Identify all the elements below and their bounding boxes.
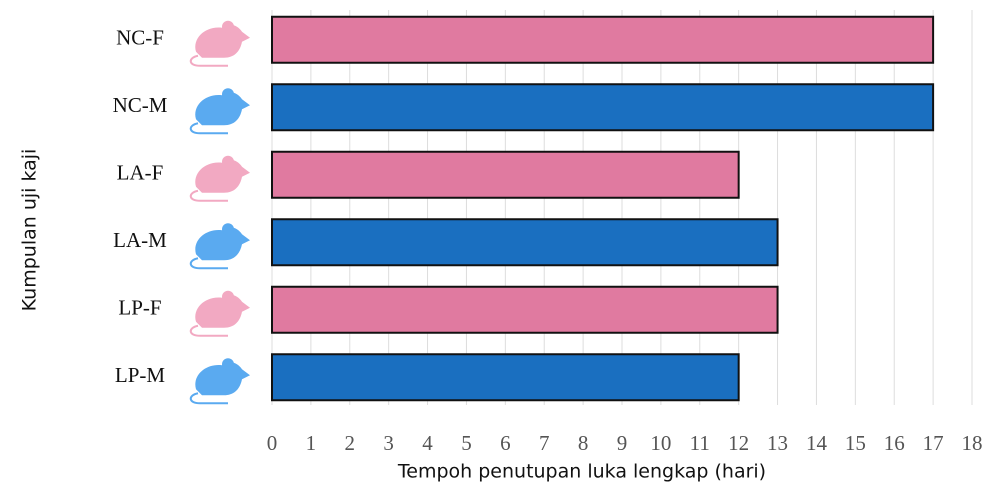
x-axis-label: Tempoh penutupan luka lengkap (hari) [397,461,766,483]
x-tick-label: 7 [539,431,550,455]
x-tick-label: 3 [383,431,394,455]
mouse-icon-part [195,159,250,193]
bar [271,218,779,267]
bar [271,285,779,334]
y-tick-label: LA-F [117,161,164,185]
y-tick-label: LA-M [113,228,167,252]
mouse-icon-part [222,358,234,371]
x-tick-label: 2 [345,431,356,455]
x-tick-label: 17 [923,431,944,455]
y-axis-label: Kumpulan uji kaji [19,149,41,312]
mouse-icon-part [189,122,228,135]
x-tick-label: 9 [617,431,628,455]
mouse-icon-part [189,54,228,67]
mouse-icon-part [222,223,234,236]
x-tick-label: 4 [422,431,433,455]
mouse-icon-part [195,294,250,328]
mouse-icon-part [195,227,250,261]
x-tick-label: 0 [267,431,278,455]
mouse-icon [189,20,250,67]
y-tick-label: NC-F [116,26,164,50]
mouse-icon [189,155,250,202]
x-tick-label: 10 [650,431,671,455]
bar [271,353,740,402]
mouse-icon [189,223,250,270]
mouse-icon-part [189,392,228,405]
y-tick-label: LP-F [118,296,161,320]
x-tick-label: 14 [806,431,828,455]
mouse-icon-part [222,155,234,168]
mouse-icon-part [189,189,228,202]
mouse-icon [189,290,250,337]
x-tick-label: 6 [500,431,511,455]
mouse-icon [189,88,250,135]
y-tick-label: NC-M [113,93,168,117]
y-tick-label: LP-M [115,363,166,387]
mouse-icon [189,358,250,405]
x-tick-label: 12 [728,431,749,455]
mouse-icon-part [189,324,228,337]
mouse-icon-part [222,20,234,33]
mouse-icon-part [195,362,250,396]
x-tick-label: 5 [461,431,472,455]
x-tick-label: 8 [578,431,589,455]
mouse-icon-part [195,92,250,126]
x-tick-label: 1 [306,431,317,455]
x-tick-label: 11 [690,431,710,455]
x-tick-label: 13 [767,431,788,455]
mouse-icon-part [189,257,228,270]
mouse-icon-part [195,24,250,58]
x-tick-label: 18 [962,431,983,455]
bar [271,150,740,199]
bar [271,83,935,132]
mouse-icon-part [222,88,234,101]
x-tick-label: 16 [884,431,905,455]
x-tick-label: 15 [845,431,866,455]
bar [271,15,935,64]
mouse-icon-part [222,290,234,303]
